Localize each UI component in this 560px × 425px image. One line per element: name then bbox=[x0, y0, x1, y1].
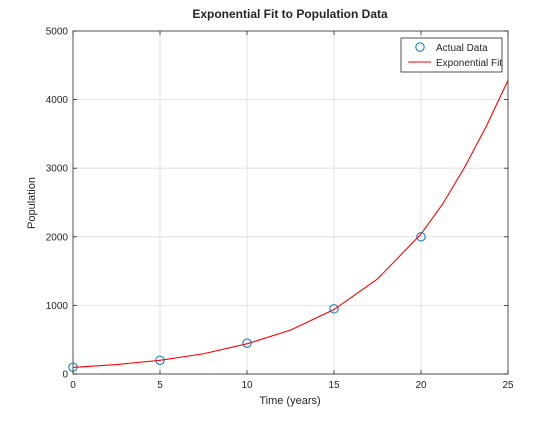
series-layer bbox=[68, 80, 509, 372]
x-tick-label: 25 bbox=[502, 380, 514, 391]
grid bbox=[73, 31, 508, 374]
x-tick-label: 20 bbox=[415, 380, 427, 391]
x-tick-label: 10 bbox=[241, 380, 253, 391]
data-point-actual bbox=[329, 304, 339, 314]
y-tick-label: 2000 bbox=[46, 232, 69, 243]
y-tick-label: 1000 bbox=[46, 301, 69, 312]
data-point-actual bbox=[155, 355, 165, 365]
legend-marker-actual-data bbox=[415, 42, 425, 52]
x-tick-label: 0 bbox=[70, 380, 76, 391]
legend-label-exponential-fit: Exponential Fit bbox=[436, 58, 502, 69]
legend-label-actual-data: Actual Data bbox=[436, 43, 488, 54]
chart-title: Exponential Fit to Population Data bbox=[192, 7, 388, 21]
x-axis-label: Time (years) bbox=[259, 395, 320, 407]
data-point-actual bbox=[242, 338, 252, 348]
data-point-actual bbox=[416, 232, 426, 242]
ticks-layer: 0 5 10 15 20 25 0 1000 2000 3000 4000 5000 bbox=[46, 27, 514, 392]
series-line-exponential-fit bbox=[72, 80, 509, 369]
y-tick-label: 3000 bbox=[46, 164, 69, 175]
x-tick-label: 15 bbox=[328, 380, 340, 391]
legend: Actual Data Exponential Fit bbox=[400, 37, 503, 73]
axes-box bbox=[72, 30, 509, 375]
y-tick-label: 5000 bbox=[46, 27, 69, 38]
x-tick-label: 5 bbox=[157, 380, 163, 391]
y-tick-label: 4000 bbox=[46, 95, 69, 106]
y-axis-label: Population bbox=[26, 177, 38, 229]
y-tick-label: 0 bbox=[62, 370, 68, 381]
plot-area bbox=[72, 30, 509, 375]
